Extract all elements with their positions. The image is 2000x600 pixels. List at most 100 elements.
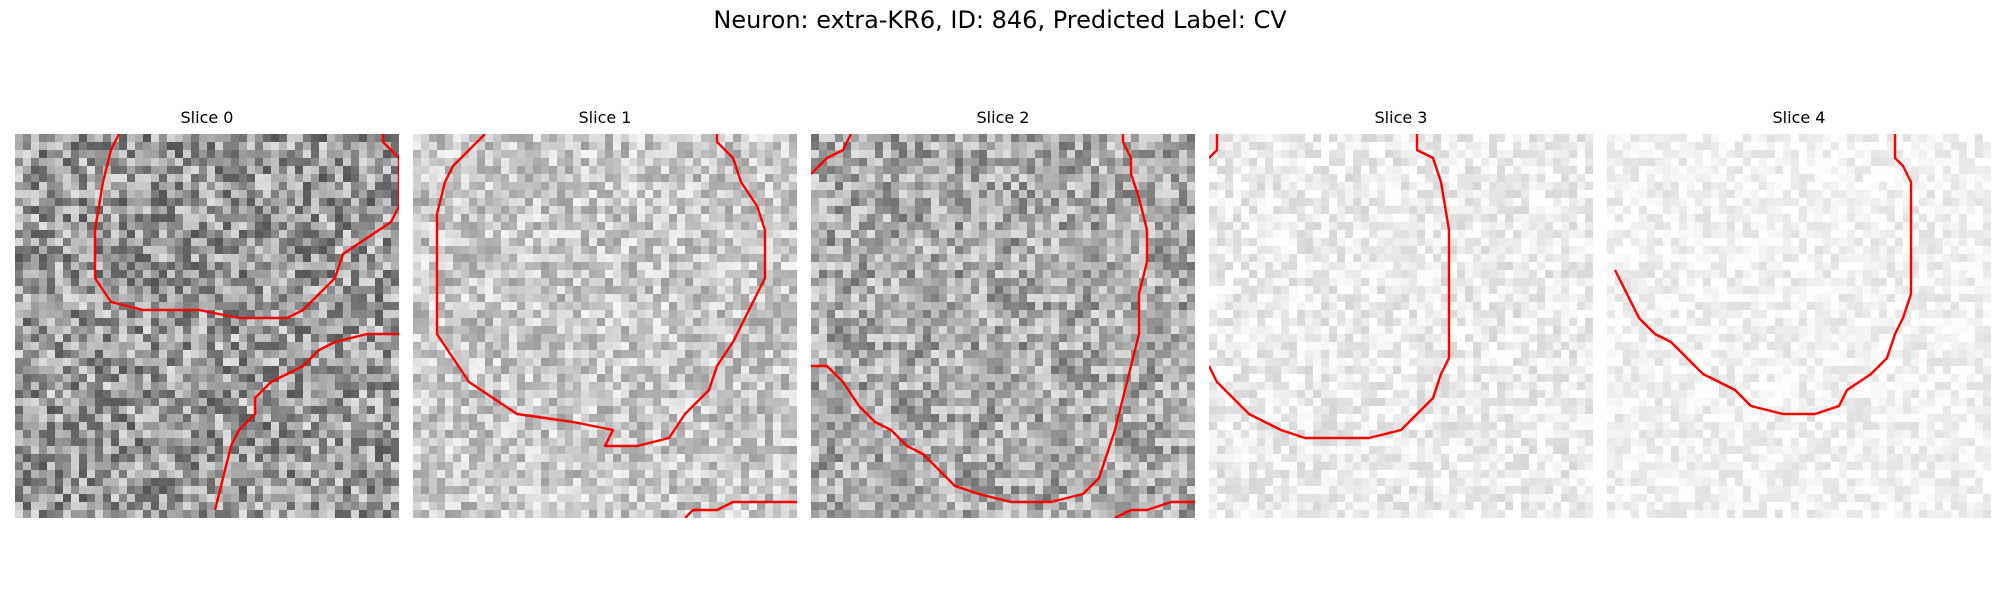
image-pixel	[819, 190, 828, 199]
image-pixel	[453, 174, 462, 183]
image-pixel	[429, 302, 438, 311]
image-pixel	[327, 310, 336, 319]
image-pixel	[637, 222, 646, 231]
image-pixel	[263, 142, 272, 151]
image-pixel	[1067, 174, 1076, 183]
image-pixel	[709, 230, 718, 239]
image-pixel	[757, 486, 766, 495]
image-pixel	[445, 158, 454, 167]
image-pixel	[71, 510, 80, 518]
image-pixel	[701, 286, 710, 295]
image-pixel	[413, 422, 422, 431]
image-pixel	[79, 374, 88, 383]
image-pixel	[1083, 166, 1092, 175]
image-pixel	[287, 190, 296, 199]
image-pixel	[645, 214, 654, 223]
image-pixel	[757, 398, 766, 407]
image-pixel	[143, 142, 152, 151]
image-pixel	[135, 358, 144, 367]
image-pixel	[493, 374, 502, 383]
image-pixel	[223, 438, 232, 447]
image-pixel	[677, 438, 686, 447]
image-pixel	[255, 238, 264, 247]
image-pixel	[573, 182, 582, 191]
image-pixel	[215, 198, 224, 207]
image-pixel	[183, 254, 192, 263]
image-pixel	[343, 462, 352, 471]
image-pixel	[789, 310, 797, 319]
image-pixel	[103, 222, 112, 231]
image-pixel	[207, 214, 216, 223]
image-pixel	[383, 406, 392, 415]
image-pixel	[621, 310, 630, 319]
image-pixel	[653, 366, 662, 375]
image-pixel	[717, 430, 726, 439]
image-pixel	[589, 206, 598, 215]
image-pixel	[119, 334, 128, 343]
image-pixel	[1147, 158, 1156, 167]
image-pixel	[287, 422, 296, 431]
image-pixel	[1171, 166, 1180, 175]
image-pixel	[733, 174, 742, 183]
image-pixel	[1115, 142, 1124, 151]
image-pixel	[135, 398, 144, 407]
image-pixel	[1003, 158, 1012, 167]
image-pixel	[629, 350, 638, 359]
image-pixel	[135, 206, 144, 215]
image-pixel	[127, 358, 136, 367]
image-pixel	[311, 334, 320, 343]
image-pixel	[477, 374, 486, 383]
image-pixel	[621, 302, 630, 311]
image-pixel	[23, 222, 32, 231]
image-pixel	[359, 350, 368, 359]
contour-line	[684, 500, 797, 518]
image-pixel	[15, 462, 24, 471]
image-pixel	[493, 406, 502, 415]
image-pixel	[1051, 150, 1060, 159]
image-pixel	[741, 334, 750, 343]
image-pixel	[31, 198, 40, 207]
image-pixel	[95, 406, 104, 415]
image-pixel	[319, 134, 328, 143]
image-pixel	[303, 478, 312, 487]
image-pixel	[271, 174, 280, 183]
image-pixel	[87, 454, 96, 463]
image-pixel	[477, 478, 486, 487]
image-pixel	[127, 486, 136, 495]
image-pixel	[1163, 134, 1172, 143]
image-pixel	[557, 390, 566, 399]
image-pixel	[71, 502, 80, 511]
image-pixel	[725, 358, 734, 367]
image-pixel	[367, 134, 376, 143]
image-pixel	[533, 174, 542, 183]
image-pixel	[23, 142, 32, 151]
image-pixel	[391, 454, 399, 463]
image-pixel	[597, 254, 606, 263]
image-pixel	[39, 438, 48, 447]
image-pixel	[159, 190, 168, 199]
image-pixel	[207, 278, 216, 287]
image-pixel	[63, 398, 72, 407]
image-pixel	[453, 166, 462, 175]
image-pixel	[453, 302, 462, 311]
image-pixel	[247, 294, 256, 303]
image-pixel	[79, 342, 88, 351]
image-pixel	[311, 158, 320, 167]
image-pixel	[701, 230, 710, 239]
image-pixel	[725, 390, 734, 399]
image-pixel	[63, 246, 72, 255]
image-pixel	[327, 270, 336, 279]
image-pixel	[255, 350, 264, 359]
image-pixel	[71, 326, 80, 335]
image-pixel	[709, 446, 718, 455]
image-pixel	[693, 446, 702, 455]
image-pixel	[383, 510, 392, 518]
image-pixel	[517, 390, 526, 399]
image-pixel	[581, 470, 590, 479]
image-pixel	[517, 454, 526, 463]
image-pixel	[749, 438, 758, 447]
image-pixel	[637, 270, 646, 279]
image-pixel	[191, 510, 200, 518]
image-pixel	[669, 430, 678, 439]
image-pixel	[781, 398, 790, 407]
